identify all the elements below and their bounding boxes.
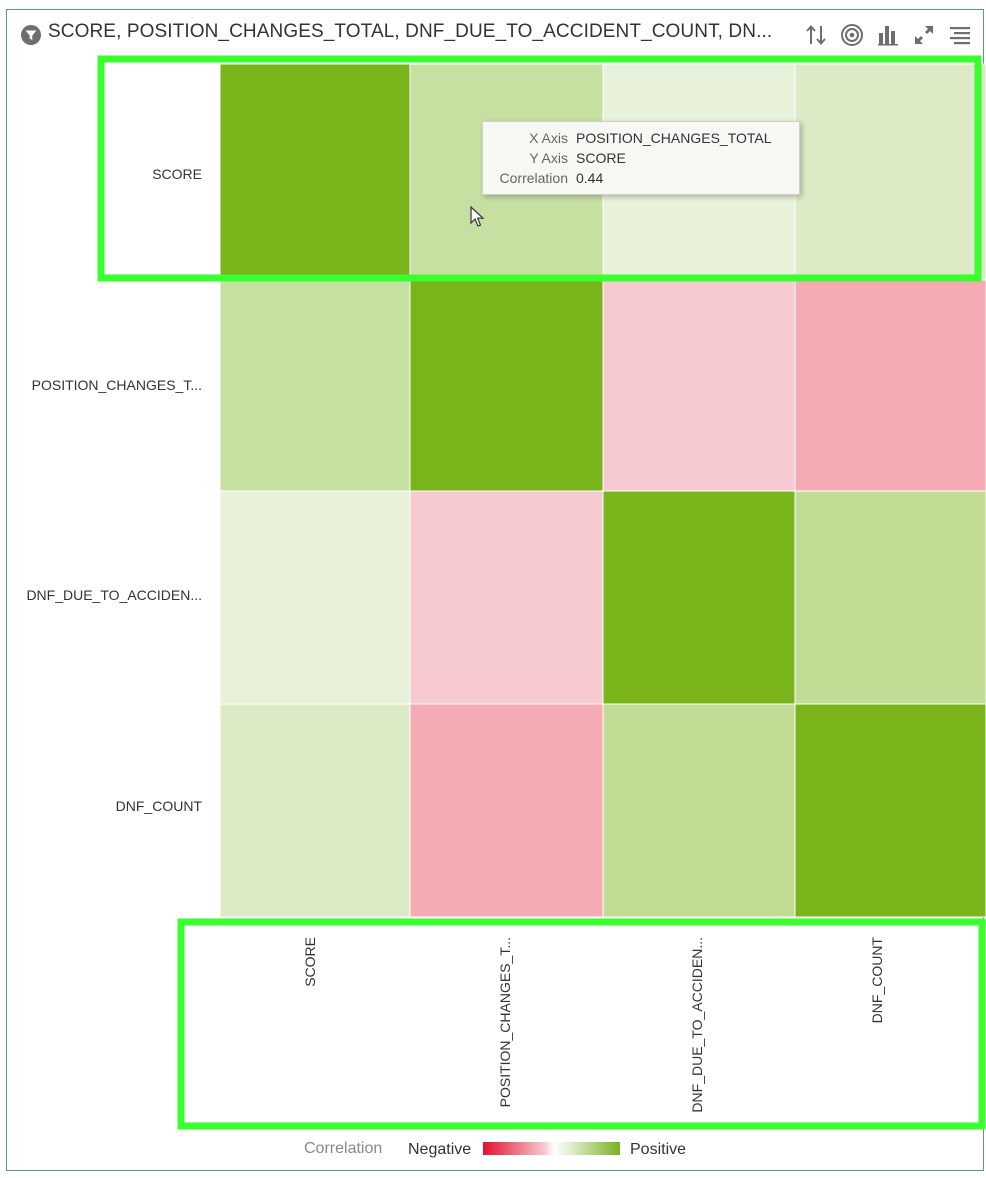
- heatmap-cell: [219, 703, 411, 918]
- mouse-cursor-icon: [470, 206, 485, 227]
- heatmap-cell: [794, 490, 986, 705]
- tooltip-y-label: Y Axis: [529, 150, 568, 166]
- legend: Correlation Negative Positive: [0, 1138, 986, 1162]
- column-label: DNF_DUE_TO_ACCIDEN...: [689, 937, 705, 1113]
- heatmap-cell: [409, 490, 604, 705]
- heatmap-cell: [602, 490, 796, 705]
- heatmap-cell: [794, 63, 986, 281]
- legend-title: Correlation: [304, 1140, 383, 1157]
- heatmap-cell: [219, 279, 411, 492]
- chart-title: SCORE, POSITION_CHANGES_TOTAL, DNF_DUE_T…: [48, 21, 773, 42]
- sort-icon[interactable]: [804, 23, 828, 47]
- filter-icon[interactable]: [21, 25, 41, 45]
- legend-negative-label: Negative: [408, 1141, 472, 1158]
- heatmap-cell: [794, 279, 986, 492]
- heatmap-cell: [219, 63, 411, 281]
- tooltip-x-value: POSITION_CHANGES_TOTAL: [576, 130, 772, 146]
- legend-color-scale: [483, 1142, 620, 1155]
- bar-chart-icon[interactable]: [876, 23, 900, 47]
- column-label: DNF_COUNT: [869, 937, 885, 1024]
- heatmap-cell: [409, 703, 604, 918]
- column-label: SCORE: [302, 937, 318, 987]
- tooltip-y-value: SCORE: [576, 150, 626, 166]
- highlight-box-score-row: [97, 55, 982, 282]
- heatmap-cell: [219, 490, 411, 705]
- legend-positive-label: Positive: [630, 1141, 687, 1158]
- expand-icon[interactable]: [912, 23, 936, 47]
- menu-icon[interactable]: [948, 23, 972, 47]
- chart-header: SCORE, POSITION_CHANGES_TOTAL, DNF_DUE_T…: [18, 18, 978, 50]
- target-icon[interactable]: [840, 23, 864, 47]
- row-label: DNF_DUE_TO_ACCIDEN...: [26, 587, 202, 603]
- tooltip: X Axis POSITION_CHANGES_TOTAL Y Axis SCO…: [482, 121, 800, 195]
- row-label: DNF_COUNT: [116, 798, 203, 814]
- tooltip-correlation-label: Correlation: [499, 170, 568, 186]
- column-label: POSITION_CHANGES_T...: [497, 937, 513, 1107]
- heatmap-cell: [794, 703, 986, 918]
- heatmap-cell: [602, 279, 796, 492]
- row-label: SCORE: [152, 166, 202, 182]
- row-label: POSITION_CHANGES_T...: [32, 377, 202, 393]
- heatmap-cell: [602, 703, 796, 918]
- tooltip-x-label: X Axis: [529, 130, 568, 146]
- tooltip-correlation-value: 0.44: [576, 170, 604, 186]
- highlight-box-column-labels: [177, 918, 986, 1130]
- heatmap-cell: [409, 279, 604, 492]
